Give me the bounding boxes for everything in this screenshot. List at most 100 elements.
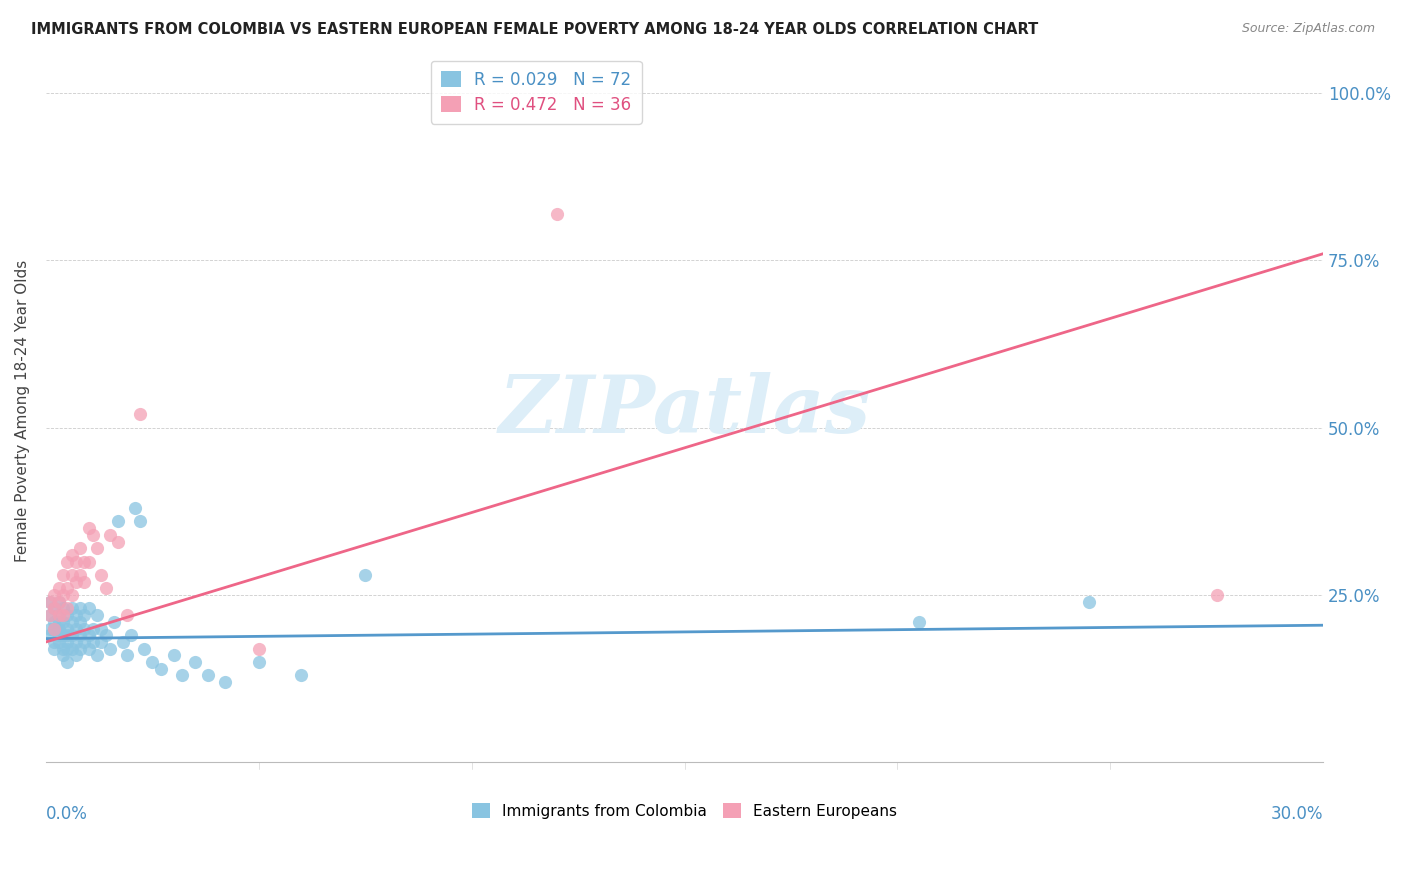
Point (90, 568, 112, 582)
Point (44, 601, 66, 615)
Point (94, 582, 117, 596)
Legend: Immigrants from Colombia, Eastern Europeans: Immigrants from Colombia, Eastern Europe… (465, 797, 903, 825)
Point (103, 615, 125, 629)
Point (77, 628, 100, 642)
Point (44, 622, 66, 636)
Point (86, 648, 108, 663)
Point (120, 628, 142, 642)
Point (52, 628, 75, 642)
Point (77, 641, 100, 656)
Point (247, 655, 270, 669)
Point (214, 675, 236, 690)
Point (82, 622, 104, 636)
Point (56, 635, 79, 649)
Point (73, 608, 96, 623)
Point (48, 635, 70, 649)
Point (354, 568, 377, 582)
Point (1078, 595, 1101, 609)
Point (69, 628, 91, 642)
Point (39, 622, 62, 636)
Point (44, 641, 66, 656)
Point (60, 628, 83, 642)
Point (56, 582, 79, 596)
Text: 30.0%: 30.0% (1271, 805, 1323, 822)
Point (56, 641, 79, 656)
Point (107, 534, 129, 549)
Point (546, 206, 568, 220)
Text: Source: ZipAtlas.com: Source: ZipAtlas.com (1241, 22, 1375, 36)
Point (1205, 588, 1227, 602)
Point (86, 608, 108, 623)
Point (44, 601, 66, 615)
Point (907, 615, 929, 629)
Text: IMMIGRANTS FROM COLOMBIA VS EASTERN EUROPEAN FEMALE POVERTY AMONG 18-24 YEAR OLD: IMMIGRANTS FROM COLOMBIA VS EASTERN EURO… (31, 22, 1038, 37)
Point (44, 588, 66, 602)
Point (52, 568, 75, 582)
Point (52, 648, 75, 663)
Point (197, 668, 219, 682)
Point (98, 528, 121, 542)
Point (132, 641, 155, 656)
Point (60, 588, 83, 602)
Point (48, 608, 70, 623)
Point (44, 635, 66, 649)
Point (65, 648, 87, 663)
Point (69, 601, 91, 615)
Point (52, 608, 75, 623)
Point (56, 655, 79, 669)
Point (69, 541, 91, 556)
Point (86, 541, 108, 556)
Point (56, 601, 79, 615)
Point (48, 595, 70, 609)
Point (60, 548, 83, 562)
Point (60, 615, 83, 629)
Point (115, 648, 138, 663)
Point (184, 655, 207, 669)
Point (44, 615, 66, 629)
Point (90, 622, 112, 636)
Point (128, 515, 150, 529)
Point (48, 608, 70, 623)
Point (149, 662, 172, 676)
Point (77, 601, 100, 615)
Point (52, 588, 75, 602)
Point (44, 622, 66, 636)
Point (90, 635, 112, 649)
Text: ZIPatlas: ZIPatlas (499, 372, 870, 450)
Point (247, 641, 270, 656)
Point (107, 515, 129, 529)
Point (39, 608, 62, 623)
Point (52, 615, 75, 629)
Point (39, 608, 62, 623)
Point (65, 635, 87, 649)
Point (48, 595, 70, 609)
Point (163, 648, 186, 663)
Point (60, 641, 83, 656)
Point (73, 622, 96, 636)
Point (39, 595, 62, 609)
Point (69, 568, 91, 582)
Point (48, 622, 70, 636)
Point (290, 668, 312, 682)
Point (172, 668, 194, 682)
Text: 0.0%: 0.0% (46, 805, 87, 822)
Point (124, 501, 146, 516)
Point (60, 601, 83, 615)
Point (128, 408, 150, 422)
Point (73, 635, 96, 649)
Point (56, 622, 79, 636)
Point (48, 628, 70, 642)
Point (115, 608, 138, 623)
Point (52, 601, 75, 615)
Point (141, 655, 163, 669)
Point (73, 555, 96, 569)
Point (69, 615, 91, 629)
Point (39, 595, 62, 609)
Point (94, 628, 117, 642)
Point (82, 528, 104, 542)
Point (65, 555, 87, 569)
Point (77, 555, 100, 569)
Point (73, 574, 96, 589)
Point (56, 555, 79, 569)
Point (111, 635, 134, 649)
